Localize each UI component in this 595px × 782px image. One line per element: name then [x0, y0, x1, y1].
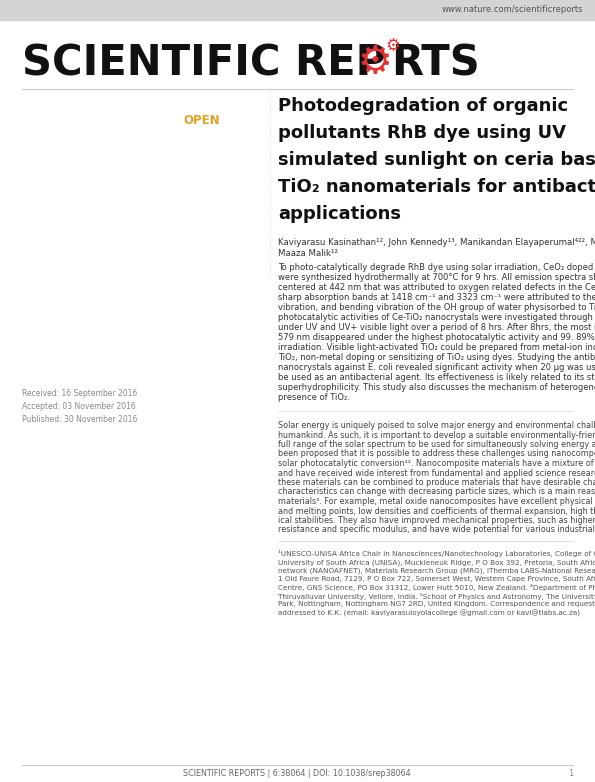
- Text: OPEN: OPEN: [183, 114, 220, 127]
- Text: University of South Africa (UNISA), Muckleneuk Ridge, P O Box 392, Pretoria, Sou: University of South Africa (UNISA), Muck…: [278, 558, 595, 566]
- Text: network (NANOAFNET), Materials Research Group (MRG), iThemba LABS-National Resea: network (NANOAFNET), Materials Research …: [278, 567, 595, 573]
- Text: and melting points, low densities and coefficients of thermal expansion, high th: and melting points, low densities and co…: [278, 507, 595, 515]
- Text: applications: applications: [278, 205, 401, 223]
- Text: pollutants RhB dye using UV: pollutants RhB dye using UV: [278, 124, 566, 142]
- Text: Centre, GNS Science, PO Box 31312, Lower Hutt 5010, New Zealand. ⁴Department of : Centre, GNS Science, PO Box 31312, Lower…: [278, 584, 595, 591]
- Text: nanocrystals against E. coli revealed significant activity when 20 μg was used, : nanocrystals against E. coli revealed si…: [278, 363, 595, 372]
- Text: TiO₂ nanomaterials for antibacterial: TiO₂ nanomaterials for antibacterial: [278, 178, 595, 196]
- Text: materials³. For example, metal oxide nanocomposites have excellent physical prop: materials³. For example, metal oxide nan…: [278, 497, 595, 506]
- Text: SCIENTIFIC REPORTS | 6:38064 | DOI: 10.1038/srep38064: SCIENTIFIC REPORTS | 6:38064 | DOI: 10.1…: [183, 769, 411, 777]
- Text: ⚙: ⚙: [358, 43, 393, 81]
- Text: be used as an antibacterial agent. Its effectiveness is likely related to its st: be used as an antibacterial agent. Its e…: [278, 373, 595, 382]
- Text: www.nature.com/scientificreports: www.nature.com/scientificreports: [441, 5, 583, 15]
- Text: To photo-catalytically degrade RhB dye using solar irradiation, CeO₂ doped TiO₂ : To photo-catalytically degrade RhB dye u…: [278, 263, 595, 272]
- Text: characteristics can change with decreasing particle sizes, which is a main reaso: characteristics can change with decreasi…: [278, 487, 595, 497]
- Text: vibration, and bending vibration of the OH group of water physisorbed to TiO₂, r: vibration, and bending vibration of the …: [278, 303, 595, 312]
- Text: Thiruvalluvar University, Vellore, India. ⁵School of Physics and Astronomy, The : Thiruvalluvar University, Vellore, India…: [278, 593, 595, 600]
- Text: and have received wide interest from fundamental and applied science researchers: and have received wide interest from fun…: [278, 468, 595, 478]
- Text: TiO₂, non-metal doping or sensitizing of TiO₂ using dyes. Studying the antibacte: TiO₂, non-metal doping or sensitizing of…: [278, 353, 595, 362]
- Text: ⚙: ⚙: [386, 37, 400, 55]
- Text: simulated sunlight on ceria based: simulated sunlight on ceria based: [278, 151, 595, 169]
- Text: 1 Old Faure Road, 7129, P O Box 722, Somerset West, Western Cape Province, South: 1 Old Faure Road, 7129, P O Box 722, Som…: [278, 576, 595, 583]
- Text: Received: 16 September 2016: Received: 16 September 2016: [22, 389, 137, 398]
- Text: Kaviyarasu Kasinathan¹², John Kennedy¹³, Manikandan Elayaperumal⁴²², Mohamed Hen: Kaviyarasu Kasinathan¹², John Kennedy¹³,…: [278, 238, 595, 247]
- Text: superhydrophilicity. This study also discusses the mechanism of heterogeneous ph: superhydrophilicity. This study also dis…: [278, 383, 595, 392]
- Text: were synthesized hydrothermally at 700°C for 9 hrs. All emission spectra showed : were synthesized hydrothermally at 700°C…: [278, 273, 595, 282]
- Text: these materials can be combined to produce materials that have desirable charact: these materials can be combined to produ…: [278, 478, 595, 487]
- Text: ical stabilities. They also have improved mechanical properties, such as higher : ical stabilities. They also have improve…: [278, 516, 595, 525]
- Text: Accepted: 03 November 2016: Accepted: 03 November 2016: [22, 402, 136, 411]
- Text: sharp absorption bands at 1418 cm⁻¹ and 3323 cm⁻¹ were attributed to the deforma: sharp absorption bands at 1418 cm⁻¹ and …: [278, 293, 595, 302]
- Text: resistance and specific modulus, and have wide potential for various industrial : resistance and specific modulus, and hav…: [278, 526, 595, 535]
- Text: SCIENTIFIC REP: SCIENTIFIC REP: [22, 43, 386, 85]
- Text: photocatalytic activities of Ce-TiO₂ nanocrystals were investigated through the : photocatalytic activities of Ce-TiO₂ nan…: [278, 313, 595, 322]
- Text: Photodegradation of organic: Photodegradation of organic: [278, 97, 568, 115]
- Text: Published: 30 November 2016: Published: 30 November 2016: [22, 415, 137, 424]
- Text: presence of TiO₂.: presence of TiO₂.: [278, 393, 350, 402]
- Text: irradiation. Visible light-activated TiO₂ could be prepared from metal-ion incor: irradiation. Visible light-activated TiO…: [278, 343, 595, 352]
- Text: Park, Nottingham, Nottingham NG7 2RD, United Kingdom. Correspondence and request: Park, Nottingham, Nottingham NG7 2RD, Un…: [278, 601, 595, 607]
- Text: 579 nm disappeared under the highest photocatalytic activity and 99. 89% of RhB : 579 nm disappeared under the highest pho…: [278, 333, 595, 342]
- Text: been proposed that it is possible to address these challenges using nanocomposit: been proposed that it is possible to add…: [278, 450, 595, 458]
- Text: under UV and UV+ visible light over a period of 8 hrs. After 8hrs, the most inte: under UV and UV+ visible light over a pe…: [278, 323, 595, 332]
- Text: full range of the solar spectrum to be used for simultaneously solving energy an: full range of the solar spectrum to be u…: [278, 440, 595, 449]
- Bar: [0, 0, 595, 20]
- Text: Maaza Malik¹²: Maaza Malik¹²: [278, 249, 338, 258]
- Text: 1: 1: [568, 769, 573, 777]
- Text: ¹UNESCO-UNISA Africa Chair in Nanosciences/Nanotechnology Laboratories, College : ¹UNESCO-UNISA Africa Chair in Nanoscienc…: [278, 550, 595, 557]
- Text: centered at 442 nm that was attributed to oxygen related defects in the CeO₂-TiO: centered at 442 nm that was attributed t…: [278, 283, 595, 292]
- Text: solar photocatalytic conversion¹². Nanocomposite materials have a mixture of dif: solar photocatalytic conversion¹². Nanoc…: [278, 459, 595, 468]
- Text: Solar energy is uniquely poised to solve major energy and environmental challeng: Solar energy is uniquely poised to solve…: [278, 421, 595, 430]
- Text: RTS: RTS: [391, 43, 480, 85]
- Text: addressed to K.K. (email: kaviyarasuloyolacollege @gmail.com or kavi@tlabs.ac.za: addressed to K.K. (email: kaviyarasuloyo…: [278, 609, 580, 617]
- Text: humankind. As such, it is important to develop a suitable environmentally-friend: humankind. As such, it is important to d…: [278, 431, 595, 439]
